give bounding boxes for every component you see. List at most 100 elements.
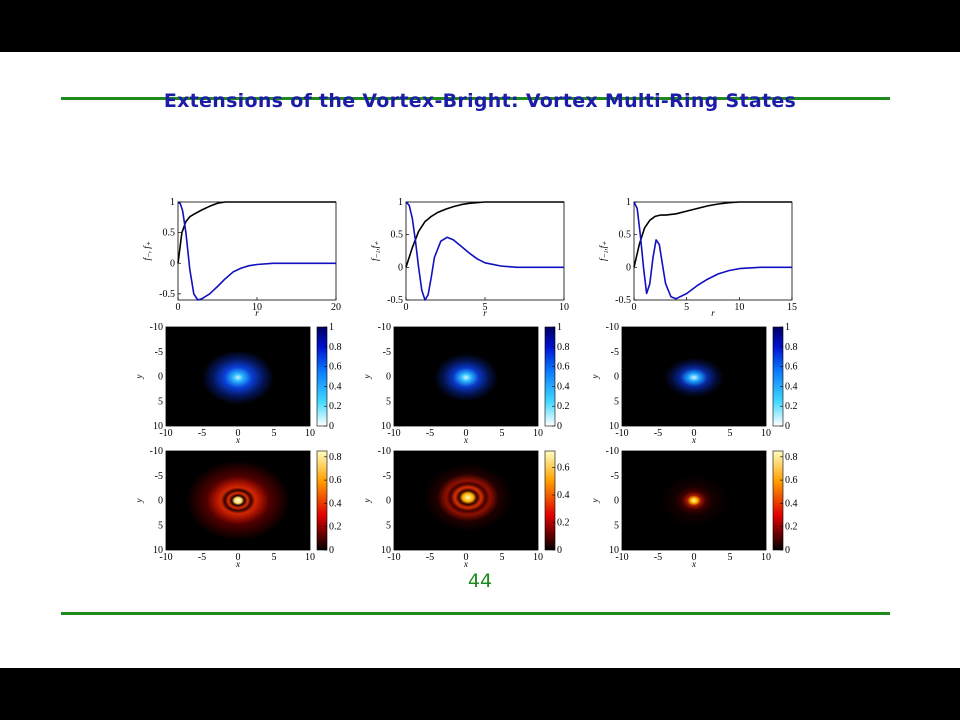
x-tick-label: 0 [404,302,409,313]
y-tick-label: -5 [383,347,391,358]
x-axis-label: x [235,435,240,445]
x-tick-label: 5 [684,302,689,313]
x-tick-label: 5 [728,428,733,439]
colorbar-tick-label: 0.2 [329,401,342,412]
y-tick-label: 10 [381,545,391,556]
colorbar-tick-label: 0.4 [329,498,342,509]
y-axis-label: f₋₁,f₊ [598,241,608,261]
colorbar-tick-label: 0.8 [785,452,798,463]
x-tick-label: -5 [198,552,206,563]
y-tick-label: 0 [398,262,403,273]
y-tick-label: -5 [611,347,619,358]
colorbar-tick-label: 0 [329,545,334,556]
x-tick-label: 10 [533,552,543,563]
y-axis-label: y [362,375,372,380]
y-tick-label: 0.5 [163,228,176,239]
colorbar-tick-label: 0 [557,421,562,432]
map-frame [621,450,767,551]
colorbar [316,326,328,427]
x-tick-label: 10 [252,302,262,313]
y-axis-label: y [362,499,372,504]
y-tick-label: 10 [609,545,619,556]
y-tick-label: 0 [386,372,391,383]
x-tick-label: 0 [464,428,469,439]
x-tick-label: 15 [787,302,797,313]
density-blob [186,460,290,541]
x-tick-label: 10 [305,552,315,563]
x-tick-label: -5 [426,552,434,563]
series-line-1 [633,201,792,268]
x-tick-label: 0 [692,552,697,563]
x-tick-label: 0 [692,428,697,439]
plot-frame [177,201,337,301]
colorbar-tick-label: 0.8 [557,342,570,353]
x-tick-label: -10 [159,428,172,439]
x-tick-label: 5 [728,552,733,563]
colorbar-tick-label: 0.2 [785,401,798,412]
colorbar-tick-label: 0.4 [785,381,798,392]
slide-title: Extensions of the Vortex-Bright: Vortex … [163,90,797,112]
x-tick-label: 0 [632,302,637,313]
y-tick-label: 5 [158,520,163,531]
x-tick-label: 5 [500,428,505,439]
x-tick-label: 10 [559,302,569,313]
x-axis-label: x [691,435,696,445]
colorbar-tick-label: 0.4 [557,381,570,392]
y-tick-label: -5 [155,471,163,482]
x-tick-label: -5 [198,428,206,439]
colorbar-tick-label: 0.2 [785,522,798,533]
colorbar-tick-label: 1 [557,322,562,333]
series-line-2 [633,201,792,300]
y-tick-label: 5 [386,520,391,531]
colorbar-tick-label: 0 [785,421,790,432]
y-tick-label: 0 [158,496,163,507]
colorbar-tick-label: 0.6 [329,475,342,486]
y-tick-label: 0 [614,496,619,507]
series-line-1 [405,201,564,268]
x-tick-label: -10 [387,552,400,563]
y-tick-label: 0 [170,258,175,269]
colorbar-tick-label: 0.8 [785,342,798,353]
colorbar-tick-label: 0.2 [329,522,342,533]
y-axis-label: y [590,499,600,504]
x-tick-label: 10 [761,552,771,563]
colorbar-tick-label: 0.6 [785,475,798,486]
series-line-1 [177,201,336,264]
y-tick-label: 0.5 [619,230,632,241]
x-axis-label: r [711,308,715,318]
density-blob [202,350,274,405]
map-frame [393,326,539,427]
colorbar-tick-label: 0.8 [329,342,342,353]
y-tick-label: -5 [383,471,391,482]
colorbar-tick-label: 0.2 [557,518,570,529]
y-tick-label: -10 [606,322,619,333]
y-tick-label: 10 [153,421,163,432]
x-tick-label: 5 [272,552,277,563]
x-tick-label: 10 [305,428,315,439]
y-axis-label: y [590,375,600,380]
y-tick-label: 1 [626,197,631,208]
colorbar-tick-label: 0.6 [557,463,570,474]
y-tick-label: 10 [381,421,391,432]
colorbar-tick-label: 1 [329,322,334,333]
colorbar-tick-label: 0.4 [785,498,798,509]
x-axis-label: r [483,308,487,318]
density-blob [424,463,512,532]
x-axis-label: x [691,559,696,569]
x-tick-label: 10 [734,302,744,313]
top-rule [61,97,890,100]
x-axis-label: x [235,559,240,569]
colorbar [772,450,784,551]
y-tick-label: 1 [398,197,403,208]
y-tick-label: 10 [609,421,619,432]
x-tick-label: 5 [483,302,488,313]
page-number: 44 [467,570,493,592]
x-tick-label: 20 [331,302,341,313]
x-tick-label: -10 [159,552,172,563]
y-tick-label: 0 [626,262,631,273]
